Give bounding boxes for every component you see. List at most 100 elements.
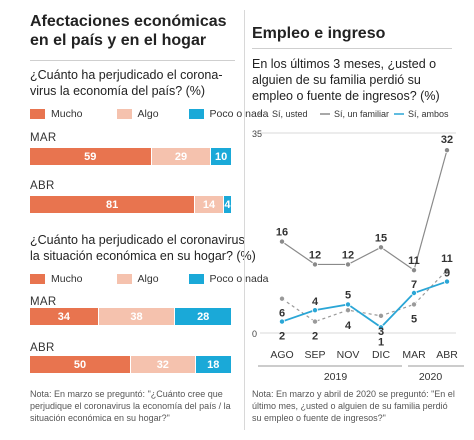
x-tick-label: MAR bbox=[402, 349, 426, 361]
data-label: 12 bbox=[309, 249, 321, 261]
x-tick-label: ABR bbox=[436, 349, 458, 361]
bar-2-abr: 50 32 18 bbox=[30, 356, 232, 373]
data-point bbox=[377, 324, 384, 331]
legend-label-mucho-2: Mucho bbox=[51, 273, 83, 285]
bar-segment-mucho: 59 bbox=[30, 148, 152, 165]
bar-2-mar: 34 38 28 bbox=[30, 308, 232, 325]
data-point bbox=[279, 295, 286, 302]
data-label: 5 bbox=[345, 289, 351, 301]
column-divider bbox=[244, 10, 245, 430]
bar-segment-algo: 29 bbox=[151, 148, 212, 165]
legend-swatch-mucho-2 bbox=[30, 274, 45, 284]
data-label: 32 bbox=[441, 134, 453, 146]
data-point bbox=[410, 301, 417, 308]
data-point bbox=[345, 261, 352, 268]
bar-segment-poco: 28 bbox=[175, 308, 232, 325]
x-tick-label: AGO bbox=[270, 349, 293, 361]
row-label-abr-1: ABR bbox=[30, 180, 55, 192]
data-label: 15 bbox=[375, 232, 387, 244]
question-1: ¿Cuánto ha perjudicado el corona- virus … bbox=[30, 67, 222, 99]
data-label: 4 bbox=[345, 320, 352, 332]
left-title-line1: Afectaciones económicas bbox=[30, 13, 227, 30]
legend-label-poco: Poco o nada bbox=[209, 108, 269, 120]
legend-label-mucho: Mucho bbox=[51, 108, 83, 120]
right-question-line2: alguien de su familia perdió su bbox=[252, 73, 421, 87]
left-note-line2: perjudique el coronavirus la economía de… bbox=[30, 401, 231, 411]
x-tick-label: SEP bbox=[304, 349, 325, 361]
data-point bbox=[345, 307, 352, 314]
legend-label-algo-2: Algo bbox=[137, 273, 159, 285]
legend-label-0: Sí, usted bbox=[272, 109, 308, 119]
right-question: En los últimos 3 meses, ¿usted o alguien… bbox=[252, 56, 440, 104]
right-note-line1: Nota: En marzo y abril de 2020 se pregun… bbox=[252, 389, 455, 399]
data-point bbox=[312, 318, 319, 325]
data-point bbox=[279, 318, 286, 325]
question-2-line1: ¿Cuánto ha perjudicado el coronavirus bbox=[30, 233, 245, 247]
series-line-2 bbox=[281, 280, 448, 329]
data-label: 6 bbox=[279, 308, 285, 320]
data-label: 12 bbox=[342, 249, 354, 261]
question-2: ¿Cuánto ha perjudicado el coronavirus la… bbox=[30, 232, 256, 264]
divider-right bbox=[252, 48, 452, 49]
question-2-line2: la situación económica en su hogar? (%) bbox=[30, 249, 256, 263]
bar-segment-algo: 14 bbox=[195, 196, 224, 213]
data-label: 3 bbox=[378, 326, 384, 338]
data-point bbox=[443, 278, 450, 285]
legend-1: Mucho Algo Poco o nada bbox=[30, 108, 269, 120]
legend-label-1: Sí, un familiar bbox=[334, 109, 389, 119]
right-question-line1: En los últimos 3 meses, ¿usted o bbox=[252, 57, 437, 71]
year-label-2019: 2019 bbox=[324, 371, 348, 383]
legend-swatch-mucho bbox=[30, 109, 45, 119]
row-label-abr-2: ABR bbox=[30, 342, 55, 354]
data-label: 9 bbox=[444, 268, 450, 280]
data-label: 7 bbox=[411, 279, 417, 291]
right-note-line2: último mes, ¿usted o alguien de su famil… bbox=[252, 401, 448, 411]
data-label: 16 bbox=[276, 227, 288, 239]
left-note-line3: situación económica en su hogar?" bbox=[30, 413, 170, 423]
data-point bbox=[443, 147, 450, 154]
data-point bbox=[377, 312, 384, 319]
y-tick-max: 35 bbox=[252, 129, 262, 139]
left-title: Afectaciones económicas en el país y en … bbox=[30, 12, 227, 50]
series-line-0 bbox=[281, 269, 448, 323]
y-tick-min: 0 bbox=[252, 329, 257, 339]
data-label: 11 bbox=[408, 255, 420, 267]
data-point bbox=[443, 267, 450, 274]
right-note-line3: su empleo o fuente de ingresos?" bbox=[252, 413, 386, 423]
bar-segment-poco: 10 bbox=[211, 148, 232, 165]
right-title: Empleo e ingreso bbox=[252, 25, 386, 42]
row-label-mar-2: MAR bbox=[30, 296, 57, 308]
data-label: 5 bbox=[411, 313, 417, 325]
divider bbox=[30, 60, 235, 61]
legend-swatch-algo bbox=[116, 109, 132, 119]
legend-label-2: Sí, ambos bbox=[408, 109, 449, 119]
data-label: 2 bbox=[279, 331, 285, 343]
x-tick-label: NOV bbox=[337, 349, 360, 361]
data-point bbox=[312, 307, 319, 314]
legend-2: Mucho Algo Poco o nada bbox=[30, 273, 269, 285]
data-point bbox=[279, 238, 286, 245]
line-chart: Sí, usted Sí, un familiar Sí, ambos 350AGO… bbox=[252, 109, 464, 383]
right-note: Nota: En marzo y abril de 2020 se pregun… bbox=[252, 388, 472, 424]
data-point bbox=[345, 301, 352, 308]
legend-swatch-poco-2 bbox=[188, 274, 204, 284]
bar-segment-poco: 18 bbox=[195, 356, 232, 373]
question-1-line2: virus la economía del país? (%) bbox=[30, 84, 206, 98]
bar-1-abr: 81 14 4 bbox=[30, 196, 232, 213]
legend-label-algo: Algo bbox=[137, 108, 159, 120]
data-label: 2 bbox=[312, 331, 318, 343]
data-point bbox=[312, 261, 319, 268]
bar-segment-poco: 4 bbox=[223, 196, 232, 213]
left-note: Nota: En marzo se preguntó: "¿Cuánto cre… bbox=[30, 388, 245, 424]
legend-swatch-algo-2 bbox=[116, 274, 132, 284]
bar-segment-mucho: 34 bbox=[30, 308, 99, 325]
series-line-1 bbox=[281, 149, 448, 272]
data-point bbox=[410, 289, 417, 296]
data-label: 11 bbox=[441, 253, 453, 265]
bar-segment-mucho: 81 bbox=[30, 196, 196, 213]
left-title-line2: en el país y en el hogar bbox=[30, 32, 207, 49]
legend-label-poco-2: Poco o nada bbox=[209, 273, 269, 285]
data-label: 1 bbox=[378, 336, 384, 348]
bar-1-mar: 59 29 10 bbox=[30, 148, 232, 165]
bar-segment-algo: 38 bbox=[98, 308, 176, 325]
